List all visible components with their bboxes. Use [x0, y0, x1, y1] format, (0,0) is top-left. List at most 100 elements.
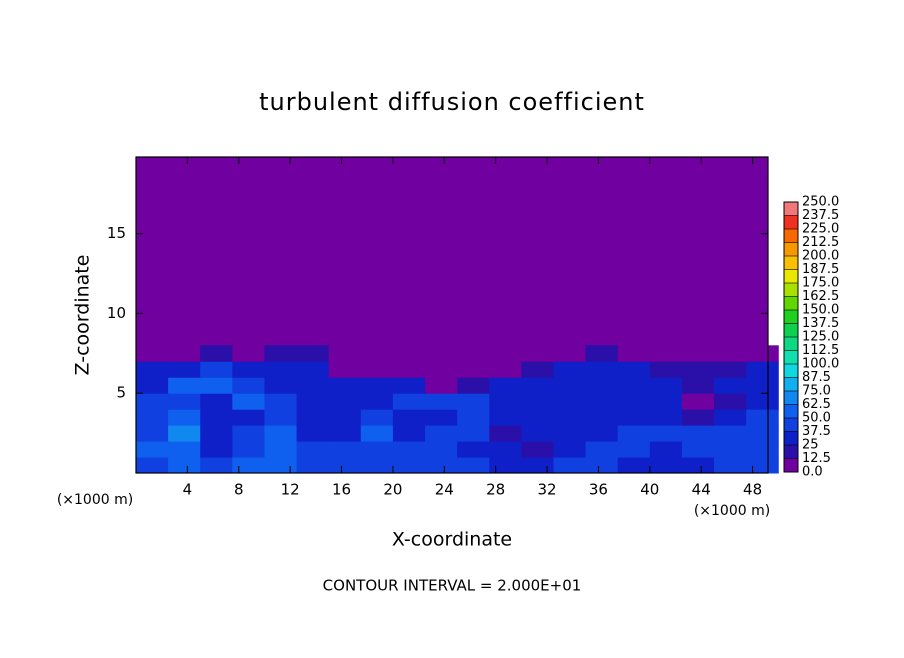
y-tick-label: 10	[107, 304, 126, 322]
field-cell	[681, 457, 715, 474]
field-cell	[649, 457, 683, 474]
field-cell	[649, 361, 683, 378]
field-cell	[521, 345, 554, 362]
field-cell	[264, 425, 298, 442]
plot-frame	[135, 156, 769, 474]
field-cell	[328, 345, 362, 362]
colorbar-label: 187.5	[802, 262, 839, 277]
colorbar-label: 225.0	[802, 222, 839, 237]
field-cell	[360, 377, 394, 394]
field-cell	[296, 377, 330, 394]
field-cell	[168, 361, 201, 378]
field-cell	[392, 409, 426, 426]
colorbar-band	[784, 391, 798, 405]
field-cell	[714, 393, 747, 410]
field-cell	[553, 361, 587, 378]
field-cell	[136, 425, 169, 442]
colorbar-band	[784, 242, 798, 256]
field-cell	[200, 409, 233, 426]
field-cell	[296, 409, 330, 426]
x-tick-label: 44	[692, 481, 711, 499]
field-cell	[746, 441, 779, 458]
field-cell	[585, 425, 619, 442]
field-cell	[168, 377, 201, 394]
x-tick-label: 40	[640, 481, 659, 499]
field-cell	[521, 457, 554, 474]
x-tick-label: 48	[743, 481, 762, 499]
x-tick-label: 20	[383, 481, 402, 499]
field-cell	[617, 361, 651, 378]
field-cell	[264, 441, 298, 458]
field-cell	[328, 425, 362, 442]
field-cell	[232, 425, 265, 442]
field-cell	[328, 409, 362, 426]
field-cell	[649, 425, 683, 442]
field-cell	[200, 393, 233, 410]
colorbar-band	[784, 296, 798, 310]
colorbar-band	[784, 377, 798, 391]
field-cell	[585, 345, 619, 362]
field-cell	[649, 441, 683, 458]
colorbar-label: 25	[802, 438, 819, 453]
field-cell	[553, 425, 587, 442]
field-cell	[200, 361, 233, 378]
field-cell	[489, 377, 522, 394]
y-tick-label: 15	[107, 224, 126, 242]
field-cell	[360, 441, 394, 458]
field-cell	[360, 457, 394, 474]
x-tick-label: 28	[486, 481, 505, 499]
field-cell	[425, 425, 458, 442]
colorbar-label: 212.5	[802, 235, 839, 250]
field-cell	[200, 457, 233, 474]
colorbar-band	[784, 364, 798, 378]
colorbar-label: 150.0	[802, 303, 839, 318]
field-cell	[746, 425, 779, 442]
field-cell	[264, 393, 298, 410]
field-cell	[649, 377, 683, 394]
field-cell	[585, 393, 619, 410]
field-cell	[425, 441, 458, 458]
field-cell	[714, 377, 747, 394]
field-cell	[714, 345, 747, 362]
field-cell	[617, 377, 651, 394]
field-cell	[360, 425, 394, 442]
x-tick-label: 24	[435, 481, 454, 499]
colorbar-label: 162.5	[802, 289, 839, 304]
colorbar-label: 137.5	[802, 316, 839, 331]
field-cell	[168, 345, 201, 362]
field-cell	[714, 361, 747, 378]
field-cell	[617, 425, 651, 442]
field-cell	[489, 425, 522, 442]
field-cell	[489, 345, 522, 362]
field-cell	[264, 377, 298, 394]
field-cell	[296, 393, 330, 410]
field-cell	[328, 377, 362, 394]
colorbar-band	[784, 310, 798, 324]
colorbar-band	[784, 350, 798, 364]
field-cell	[521, 441, 554, 458]
x-tick-label: 32	[538, 481, 557, 499]
field-cell	[392, 377, 426, 394]
field-cell	[232, 345, 265, 362]
field-cell	[553, 393, 587, 410]
field-cell	[360, 345, 394, 362]
field-cell	[489, 441, 522, 458]
field-cell	[425, 345, 458, 362]
y-tick-label: 5	[116, 384, 126, 402]
field-cell	[328, 393, 362, 410]
field-cell	[617, 409, 651, 426]
field-cell	[425, 393, 458, 410]
field-cell	[553, 377, 587, 394]
field-cell	[714, 409, 747, 426]
field-cell	[360, 409, 394, 426]
field-cell	[168, 441, 201, 458]
field-cell	[746, 361, 779, 378]
field-cell	[521, 409, 554, 426]
colorbar-label: 62.5	[802, 397, 831, 412]
colorbar-band	[784, 215, 798, 229]
field-cell	[585, 409, 619, 426]
field-cell	[232, 457, 265, 474]
field-cell	[457, 393, 490, 410]
colorbar-band	[784, 458, 798, 472]
field-cell	[489, 361, 522, 378]
